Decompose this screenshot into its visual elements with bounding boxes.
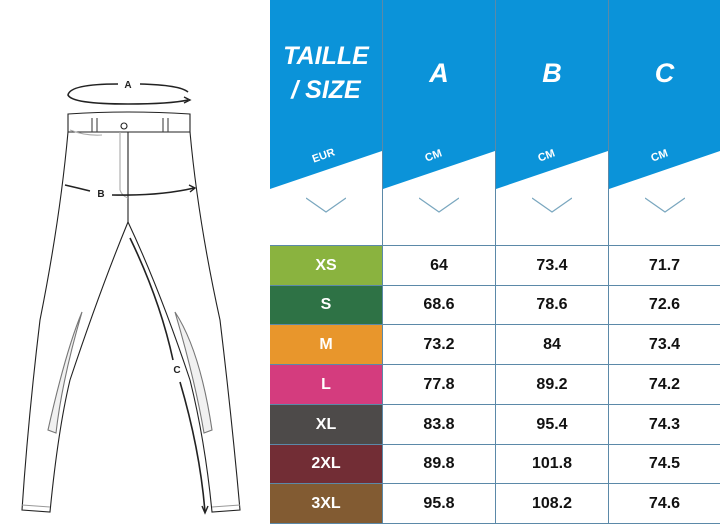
pants-outline	[21, 111, 241, 513]
measure-title: B	[542, 58, 562, 88]
header-column-size: TAILLE / SIZE EUR	[270, 0, 382, 245]
measure-c-cell: 73.4	[609, 325, 720, 364]
measure-title: A	[429, 58, 449, 88]
measure-b-cell: 78.6	[496, 286, 608, 324]
header-column-b: B CM	[496, 0, 608, 245]
measure-b-label: B	[97, 189, 104, 200]
measure-c-cell: 74.5	[609, 445, 720, 483]
measure-b-cell: 73.4	[496, 246, 608, 285]
measure-c-arrow	[129, 237, 209, 515]
measure-a-arrow	[67, 83, 192, 105]
measure-b-cell: 84	[496, 325, 608, 364]
chevron-down-icon	[419, 197, 459, 213]
measure-c-cell: 74.2	[609, 365, 720, 404]
size-chart-table: TAILLE / SIZE EUR A CM B CM C CM XS 64 73.4 71.7 S 68.…	[270, 0, 720, 524]
measure-c-cell: 74.6	[609, 484, 720, 523]
pants-measurement-diagram: A B C	[0, 0, 270, 524]
measure-c-cell: 72.6	[609, 286, 720, 324]
measure-a-cell: 73.2	[383, 325, 495, 364]
measure-b-cell: 101.8	[496, 445, 608, 483]
header-background	[609, 0, 720, 189]
measure-title: C	[654, 58, 675, 88]
measure-a-label: A	[124, 80, 131, 91]
measure-b-cell: 108.2	[496, 484, 608, 523]
size-label-cell: 3XL	[270, 484, 382, 523]
size-label-cell: XS	[270, 246, 382, 285]
measure-c-cell: 74.3	[609, 405, 720, 444]
measure-a-cell: 64	[383, 246, 495, 285]
size-label-cell: S	[270, 286, 382, 324]
header-background	[270, 0, 382, 189]
header-background	[383, 0, 495, 189]
measure-a-cell: 89.8	[383, 445, 495, 483]
header-background	[496, 0, 608, 189]
measure-a-cell: 83.8	[383, 405, 495, 444]
header-column-a: A CM	[383, 0, 495, 245]
size-label-cell: XL	[270, 405, 382, 444]
measure-a-cell: 95.8	[383, 484, 495, 523]
size-title-line1: TAILLE	[283, 42, 369, 70]
chevron-down-icon	[644, 197, 685, 213]
chevron-down-icon	[532, 197, 572, 213]
size-label-cell: M	[270, 325, 382, 364]
measure-c-label: C	[173, 365, 180, 376]
measure-b-cell: 89.2	[496, 365, 608, 404]
measure-a-cell: 68.6	[383, 286, 495, 324]
size-label-cell: L	[270, 365, 382, 404]
measure-c-cell: 71.7	[609, 246, 720, 285]
measure-b-cell: 95.4	[496, 405, 608, 444]
chevron-down-icon	[306, 197, 346, 213]
header-column-c: C CM	[609, 0, 720, 245]
measure-b-arrow	[64, 184, 197, 196]
size-label-cell: 2XL	[270, 445, 382, 483]
measure-a-cell: 77.8	[383, 365, 495, 404]
size-title-line2: / SIZE	[291, 76, 361, 104]
